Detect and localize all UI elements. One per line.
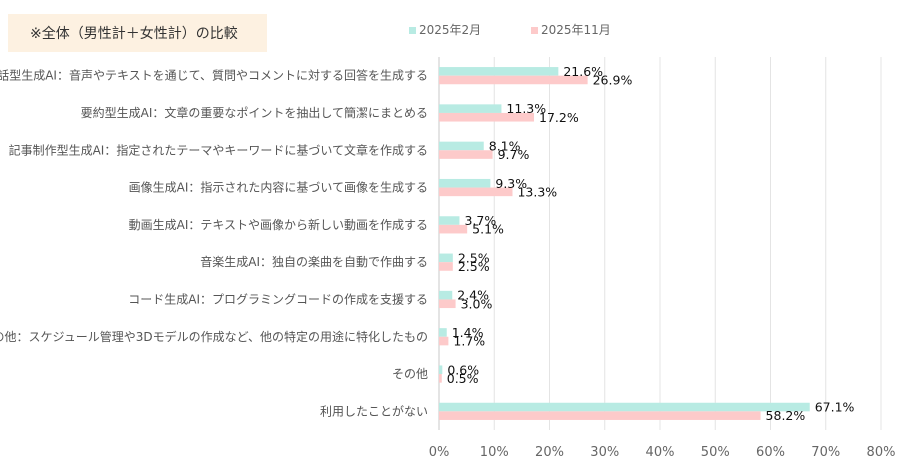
data-label: 58.2% [766,408,806,423]
data-label: 21.6% [563,64,603,79]
bar [439,67,559,76]
data-label: 3.0% [461,296,493,311]
x-tick-label: 60% [756,445,785,460]
bar [439,374,442,383]
data-label: 67.1% [815,400,855,415]
data-label: 1.4% [452,325,484,340]
bar [439,328,447,337]
bar [439,141,484,151]
category-label: 画像生成AI：指示された内容に基づいて画像を生成する [129,180,428,195]
data-label: 8.1% [489,138,521,153]
data-label: 1.7% [453,334,485,349]
data-label: 17.2% [539,110,579,125]
bar [439,75,588,85]
bar [439,411,761,420]
x-tick-label: 80% [867,445,896,460]
bar [439,402,810,412]
bar [439,224,468,234]
category-label: 会話型生成AI：音声やテキストを通じて、質問やコメントに対する回答を生成する [0,68,428,83]
bar [439,299,456,309]
data-label: 13.3% [517,184,557,199]
category-label: 要約型生成AI：文章の重要なポイントを抽出して簡潔にまとめる [81,105,428,120]
bar [439,104,502,113]
bar [439,262,453,271]
category-label: その他：スケジュール管理や3Dモデルの作成など、他の特定の用途に特化したもの [0,329,428,344]
x-tick-label: 0% [429,445,450,460]
data-label: 2.4% [457,288,489,303]
data-label: 0.5% [447,371,479,386]
bar [439,290,453,300]
data-label: 2.5% [458,250,490,265]
bar [439,336,449,346]
bar [439,253,453,263]
category-label: 音楽生成AI：独自の楽曲を自動で作曲する [200,254,428,269]
x-tick-label: 70% [811,445,840,460]
bar [439,178,491,188]
value-labels: 21.6%26.9% 11.3%17.2% 8.1%9.7% 9.3%13.3% 3.7… [447,64,855,423]
data-label: 26.9% [593,72,633,87]
bars [439,67,810,420]
bar [439,216,460,225]
bar [439,150,493,159]
bar [439,365,443,375]
x-tick-label: 40% [646,445,675,460]
chart-title: ※全体（男性計＋女性計）の比較 [30,26,238,42]
category-label: 動画生成AI：テキストや画像から新しい動画を作成する [129,217,428,232]
legend-swatch [409,27,416,34]
x-tick-label: 10% [480,445,509,460]
category-label: コード生成AI：プログラミングコードの作成を支援する [128,292,428,306]
data-label: 9.3% [495,176,527,191]
category-label: 記事制作型生成AI：指定されたテーマやキーワードに基づいて文章を作成する [9,142,428,157]
x-tick-label: 30% [590,445,619,460]
legend-swatch [531,27,538,34]
legend-label: 2025年2月 [419,23,481,37]
bar [439,112,535,122]
data-label: 0.6% [447,362,479,377]
category-label: 利用したことがない [320,403,428,418]
category-label: その他 [392,367,428,381]
x-tick-label: 50% [701,445,730,460]
x-axis-ticks: 0% 10% 20% 30% 40% 50% 60% 70% 80% [429,445,896,460]
legend: 2025年2月 2025年11月 [409,23,611,37]
x-tick-label: 20% [535,445,564,460]
data-label: 5.1% [472,222,504,237]
data-label: 3.7% [464,213,496,228]
chart-title-box: ※全体（男性計＋女性計）の比較 [8,14,267,52]
data-label: 2.5% [458,259,490,274]
legend-label: 2025年11月 [541,23,611,37]
data-label: 11.3% [506,101,546,116]
bar [439,187,513,197]
data-label: 9.7% [498,147,530,162]
category-labels: 会話型生成AI：音声やテキストを通じて、質問やコメントに対する回答を生成する要約… [0,68,428,419]
